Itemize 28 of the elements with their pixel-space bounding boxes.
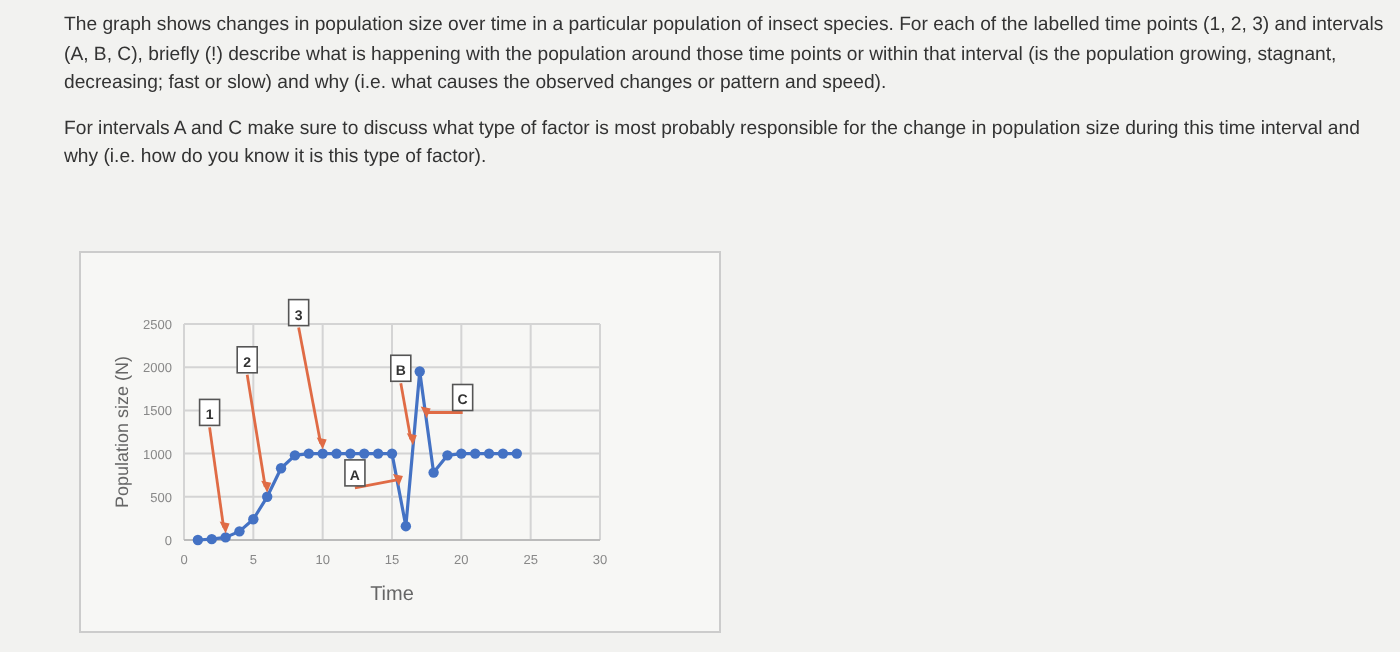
text: For intervals A and C make sure to discuss what type of factor is most probably responsible for the change in population size during this time interval and why (i.e. how do you know it is this type of factor). [64, 115, 1362, 172]
point [470, 448, 481, 459]
point [234, 526, 245, 537]
point [289, 450, 301, 461]
point [331, 448, 342, 459]
point [206, 533, 217, 545]
point [372, 448, 384, 459]
point [192, 534, 204, 546]
point [317, 448, 328, 459]
point [386, 448, 398, 459]
point [511, 448, 522, 459]
point [359, 448, 370, 459]
x-axis-title: Time [370, 584, 415, 606]
point [414, 366, 425, 377]
point [248, 514, 259, 525]
point [428, 467, 439, 478]
point [497, 448, 509, 459]
point [442, 450, 453, 461]
point [456, 448, 467, 459]
point [220, 532, 231, 543]
text: The graph shows changes in population size over time in a particular population of insect species. For each of the labelled time points (1, 2, 3) and intervals (A, B, C), briefly (!) describe what is happening with the population around those time points or within that interval (is the population growing, stagnant, decreasing; fast or slow) and why (i.e. what causes the observed changes or pattern and speed). [64, 12, 1386, 98]
point [400, 520, 412, 532]
point [345, 448, 356, 459]
point [483, 448, 495, 459]
point [303, 448, 314, 459]
y-axis-title: Population size (N) [112, 355, 132, 509]
point [275, 463, 287, 474]
point [262, 491, 273, 502]
